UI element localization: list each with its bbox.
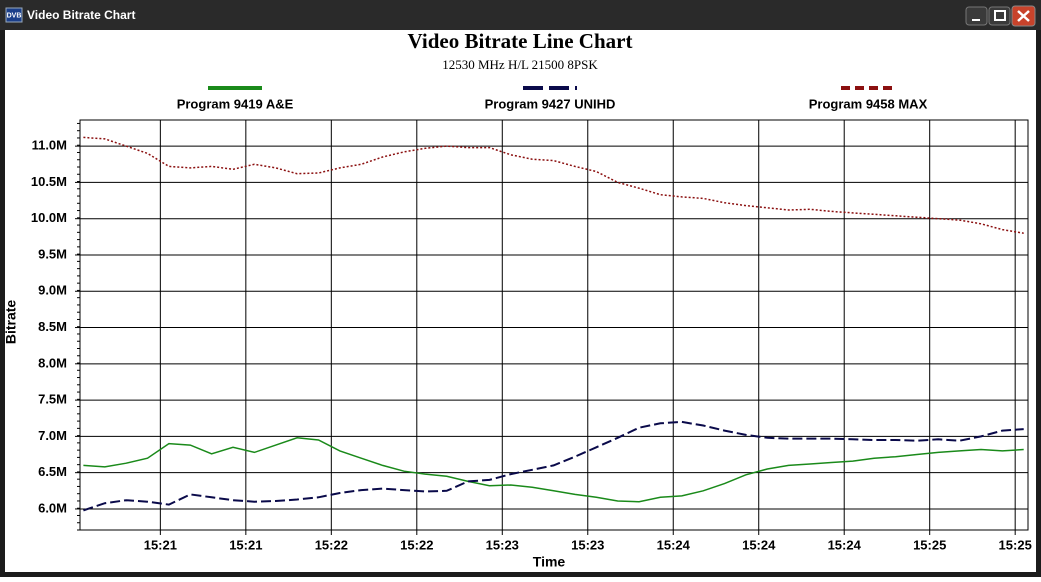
y-axis-label: Bitrate bbox=[3, 300, 19, 345]
chart-title: Video Bitrate Line Chart bbox=[408, 29, 633, 53]
app-icon-text: DVB bbox=[7, 12, 22, 19]
y-tick-label: 7.0M bbox=[38, 428, 67, 443]
y-tick-label: 10.0M bbox=[31, 210, 67, 225]
minimize-button[interactable] bbox=[965, 6, 988, 26]
x-tick-label: 15:24 bbox=[657, 537, 691, 552]
app-icon bbox=[5, 7, 23, 23]
x-tick-label: 15:23 bbox=[486, 537, 519, 552]
series-line bbox=[83, 420, 1024, 512]
x-tick-label: 15:21 bbox=[144, 537, 177, 552]
y-tick-label: 8.0M bbox=[38, 355, 67, 370]
x-tick-label: 15:24 bbox=[742, 537, 776, 552]
x-tick-label: 15:24 bbox=[828, 537, 862, 552]
y-tick-label: 9.0M bbox=[38, 283, 67, 298]
chart-subtitle: 12530 MHz H/L 21500 8PSK bbox=[442, 57, 598, 72]
y-tick-label: 7.5M bbox=[38, 392, 67, 407]
x-tick-label: 15:22 bbox=[315, 537, 348, 552]
maximize-icon bbox=[994, 10, 1006, 21]
plot-area bbox=[79, 119, 1029, 531]
series-line bbox=[83, 437, 1024, 503]
legend-label: Program 9427 UNIHD bbox=[485, 96, 616, 111]
legend-label: Program 9419 A&E bbox=[177, 96, 294, 111]
y-tick-label: 10.5M bbox=[31, 174, 67, 189]
legend-label: Program 9458 MAX bbox=[809, 96, 928, 111]
y-tick-label: 11.0M bbox=[32, 138, 67, 153]
title-bar bbox=[0, 0, 1041, 30]
y-tick-label: 9.5M bbox=[38, 246, 67, 261]
maximize-button[interactable] bbox=[988, 6, 1011, 26]
x-tick-label: 15:21 bbox=[229, 537, 262, 552]
x-axis-label: Time bbox=[533, 554, 566, 570]
x-tick-label: 15:25 bbox=[913, 537, 946, 552]
x-tick-label: 15:22 bbox=[400, 537, 433, 552]
y-tick-label: 6.0M bbox=[38, 500, 67, 515]
window-title: Video Bitrate Chart bbox=[27, 8, 135, 22]
x-tick-label: 15:23 bbox=[571, 537, 604, 552]
y-tick-label: 6.5M bbox=[38, 464, 67, 479]
y-tick-label: 8.5M bbox=[38, 319, 67, 334]
x-tick-label: 15:25 bbox=[999, 537, 1032, 552]
close-icon bbox=[1017, 10, 1030, 22]
